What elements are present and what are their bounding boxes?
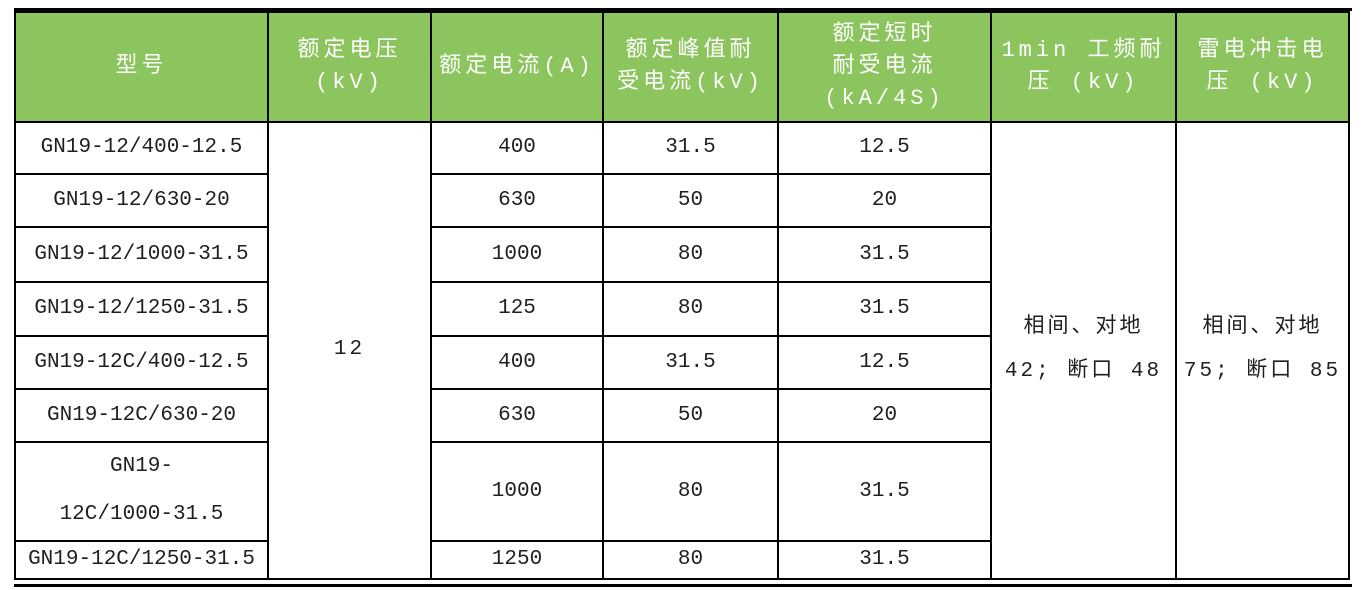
table-body: GN19-12/400-12.5 12 400 31.5 12.5 相间、对地 … [14, 121, 1350, 580]
table-header: 型号 额定电压 (kV) 额定电流(A) 额定峰值耐 受电流(kV) 额定短时 … [14, 11, 1350, 123]
header-lightning-impulse-voltage: 雷电冲击电 压 (kV) [1175, 11, 1350, 123]
table-row: GN19-12/1000-31.5 1000 80 31.5 [14, 226, 1349, 283]
cell-short-time-withstand: 31.5 [777, 539, 992, 580]
cell-model: GN19-12/630-20 [14, 173, 269, 228]
cell-model: GN19-12C/630-20 [14, 388, 269, 443]
header-power-frequency-withstand-voltage: 1min 工频耐 压 (kV) [990, 11, 1177, 123]
cell-model: GN19-12/1250-31.5 [14, 281, 269, 337]
header-short-time-withstand-current: 额定短时 耐受电流 (kA/4S) [777, 11, 992, 123]
cell-peak-withstand: 80 [602, 539, 779, 580]
cell-peak-withstand: 80 [602, 441, 779, 542]
cell-peak-withstand: 31.5 [602, 335, 779, 390]
cell-lightning-impulse-merged: 相间、对地 75; 断口 85 [1175, 121, 1350, 580]
cell-short-time-withstand: 20 [777, 388, 992, 443]
table-row: GN19-12C/630-20 630 50 20 [14, 388, 1349, 443]
table-row: GN19-12C/400-12.5 400 31.5 12.5 [14, 335, 1349, 390]
cell-short-time-withstand: 12.5 [777, 335, 992, 390]
table-row: GN19-12/630-20 630 50 20 [14, 173, 1349, 228]
cell-rated-current: 1000 [430, 226, 604, 283]
spec-table-container: 型号 额定电压 (kV) 额定电流(A) 额定峰值耐 受电流(kV) 额定短时 … [14, 8, 1352, 587]
cell-model: GN19-12/400-12.5 [14, 121, 269, 175]
cell-power-frequency-merged: 相间、对地 42; 断口 48 [990, 121, 1177, 580]
table-row: GN19-12C/1250-31.5 1250 80 31.5 [14, 539, 1349, 580]
cell-rated-voltage-merged: 12 [267, 121, 432, 580]
table-row: GN19- 12C/1000-31.5 1000 80 31.5 [14, 441, 1349, 542]
cell-rated-current: 630 [430, 173, 604, 228]
cell-rated-current: 400 [430, 121, 604, 175]
switch-spec-table: 型号 额定电压 (kV) 额定电流(A) 额定峰值耐 受电流(kV) 额定短时 … [14, 11, 1350, 580]
cell-rated-current: 1250 [430, 539, 604, 580]
header-rated-current: 额定电流(A) [430, 11, 604, 123]
cell-short-time-withstand: 31.5 [777, 281, 992, 337]
cell-rated-current: 1000 [430, 441, 604, 542]
cell-peak-withstand: 31.5 [602, 121, 779, 175]
cell-short-time-withstand: 31.5 [777, 226, 992, 283]
header-row: 型号 额定电压 (kV) 额定电流(A) 额定峰值耐 受电流(kV) 额定短时 … [14, 11, 1350, 123]
cell-short-time-withstand: 12.5 [777, 121, 992, 175]
header-model: 型号 [14, 11, 269, 123]
cell-peak-withstand: 50 [602, 388, 779, 443]
table-row: GN19-12/400-12.5 12 400 31.5 12.5 相间、对地 … [14, 121, 1350, 580]
cell-rated-current: 630 [430, 388, 604, 443]
cell-short-time-withstand: 31.5 [777, 441, 992, 542]
cell-model: GN19- 12C/1000-31.5 [14, 441, 269, 542]
header-rated-voltage: 额定电压 (kV) [267, 11, 432, 123]
cell-rated-current: 125 [430, 281, 604, 337]
cell-peak-withstand: 50 [602, 173, 779, 228]
cell-model: GN19-12/1000-31.5 [14, 226, 269, 283]
cell-model: GN19-12C/400-12.5 [14, 335, 269, 390]
header-peak-withstand-current: 额定峰值耐 受电流(kV) [602, 11, 779, 123]
cell-rated-current: 400 [430, 335, 604, 390]
cell-peak-withstand: 80 [602, 281, 779, 337]
cell-model: GN19-12C/1250-31.5 [14, 539, 269, 580]
cell-short-time-withstand: 20 [777, 173, 992, 228]
table-row: GN19-12/1250-31.5 125 80 31.5 [14, 281, 1349, 337]
cell-peak-withstand: 80 [602, 226, 779, 283]
